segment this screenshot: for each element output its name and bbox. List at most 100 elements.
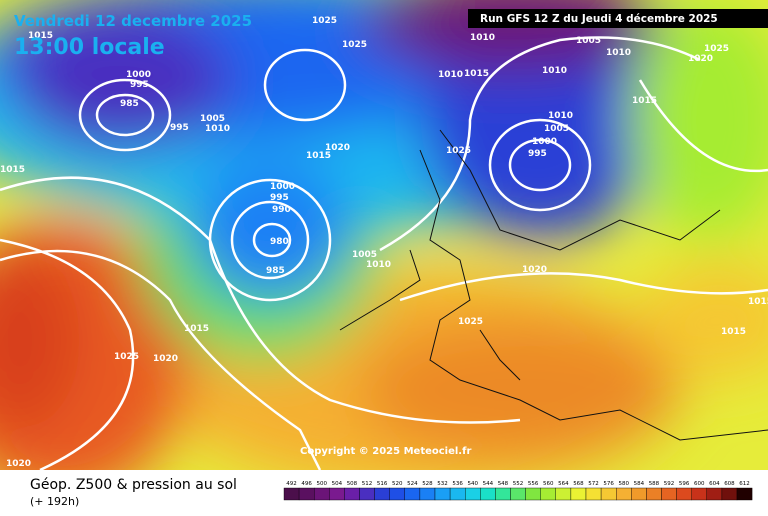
legend-title: Géop. Z500 & pression au sol [30, 477, 237, 493]
colorbar-swatch [374, 487, 390, 501]
isobar-label: 1015 [464, 69, 489, 79]
colorbar-swatch [314, 487, 330, 501]
colorbar-swatch [465, 487, 481, 501]
colorbar-swatch [721, 487, 738, 501]
colorbar-swatch [480, 487, 496, 501]
colorbar-swatch [676, 487, 692, 501]
colorbar-swatch [359, 487, 375, 501]
isobar-label: 1005 [576, 36, 601, 46]
colorbar-label: 492 [286, 481, 297, 487]
colorbar-label: 528 [422, 481, 433, 487]
colorbar-swatch [344, 487, 360, 501]
colorbar-label: 500 [317, 481, 328, 487]
colorbar-label: 556 [528, 481, 539, 487]
colorbar-label: 596 [679, 481, 690, 487]
isobar-label: 1020 [153, 354, 178, 364]
colorbar: 492 496 500 504 508 512 516 520 524 528 532 536 540 5… [283, 481, 753, 501]
colorbar-swatch [631, 487, 647, 501]
isobar-labels: 1015101510009959859951005101010251025102… [0, 16, 768, 469]
colorbar-label: 612 [739, 481, 750, 487]
colorbar-swatch [449, 487, 466, 501]
isobar-label: 1015 [0, 165, 25, 175]
colorbar-swatch [525, 487, 541, 501]
isobar-label: 1025 [342, 40, 367, 50]
colorbar-swatch [510, 487, 526, 501]
colorbar-label: 600 [694, 481, 705, 487]
colorbar-swatch [495, 487, 511, 501]
isobar-label: 1010 [470, 33, 495, 43]
isobar-label: 995 [270, 193, 289, 203]
colorbar-label: 512 [362, 481, 373, 487]
isobar-label: 995 [130, 80, 149, 90]
isobar-label: 1000 [126, 70, 151, 80]
colorbar-swatch [434, 487, 451, 501]
colorbar-label: 560 [543, 481, 554, 487]
colorbar-label: 548 [498, 481, 509, 487]
colorbar-label: 524 [407, 481, 418, 487]
isobar-label: 1025 [704, 44, 729, 54]
colorbar-swatch [329, 487, 345, 501]
colorbar-swatch [283, 487, 300, 501]
colorbar-swatch [540, 487, 557, 501]
isobar-label: 1025 [312, 16, 337, 26]
colorbar-label: 604 [709, 481, 720, 487]
isobar-label: 1020 [6, 459, 31, 469]
isobar-label: 1000 [532, 137, 557, 147]
isobar-label: 1010 [205, 124, 230, 134]
colorbar-swatch [298, 487, 315, 501]
isobar-label: 1025 [458, 317, 483, 327]
colorbar-swatch [646, 487, 662, 501]
colorbar-label: 572 [588, 481, 599, 487]
colorbar-label: 588 [649, 481, 660, 487]
isobar-label: 1015 [748, 297, 768, 307]
map-field [0, 0, 768, 470]
colorbar-label: 580 [619, 481, 630, 487]
colorbar-label: 592 [664, 481, 675, 487]
isobar-label: 1020 [325, 143, 350, 153]
colorbar-swatch [706, 487, 723, 501]
colorbar-swatch [419, 487, 436, 501]
isobar-label: 1025 [446, 146, 471, 156]
isobar-label: 1010 [438, 70, 463, 80]
isobar-label: 1005 [352, 250, 377, 260]
colorbar-label: 576 [603, 481, 614, 487]
isobar-label: 1015 [28, 31, 53, 41]
colorbar-swatch [616, 487, 632, 501]
colorbar-label: 516 [377, 481, 388, 487]
colorbar-label: 552 [513, 481, 524, 487]
colorbar-label: 584 [634, 481, 645, 487]
colorbar-swatch [691, 487, 708, 501]
colorbar-swatch [570, 487, 587, 501]
isobar-label: 1015 [306, 151, 331, 161]
colorbar-label: 568 [573, 481, 584, 487]
colorbar-swatch [600, 487, 617, 501]
isobar-label: 995 [528, 149, 547, 159]
isobar-label: 1015 [721, 327, 746, 337]
colorbar-label: 536 [452, 481, 463, 487]
isobar-label: 1010 [548, 111, 573, 121]
isobar-label: 1000 [270, 182, 295, 192]
coastlines [339, 129, 768, 441]
map-date: Vendredi 12 decembre 2025 [14, 12, 252, 30]
colorbar-label: 540 [468, 481, 479, 487]
isobar-label: 1005 [200, 114, 225, 124]
isobar-label: 980 [270, 237, 289, 247]
colorbar-label: 532 [437, 481, 448, 487]
colorbar-swatch [736, 487, 753, 501]
colorbar-swatch [661, 487, 677, 501]
map-time: 13:00 locale [14, 35, 165, 60]
isobar-label: 1025 [114, 352, 139, 362]
colorbar-swatch [404, 487, 421, 501]
isobar-label: 985 [120, 99, 139, 109]
run-info: Run GFS 12 Z du Jeudi 4 décembre 2025 [480, 13, 718, 25]
isobar-label: 1010 [366, 260, 391, 270]
colorbar-label: 608 [724, 481, 735, 487]
colorbar-label: 564 [558, 481, 569, 487]
isobar-label: 995 [170, 123, 189, 133]
colorbar-label: 508 [347, 481, 358, 487]
isobar-label: 1015 [184, 324, 209, 334]
colorbar-label: 544 [483, 481, 494, 487]
colorbar-swatch [585, 487, 602, 501]
isobar-label: 1010 [606, 48, 631, 58]
